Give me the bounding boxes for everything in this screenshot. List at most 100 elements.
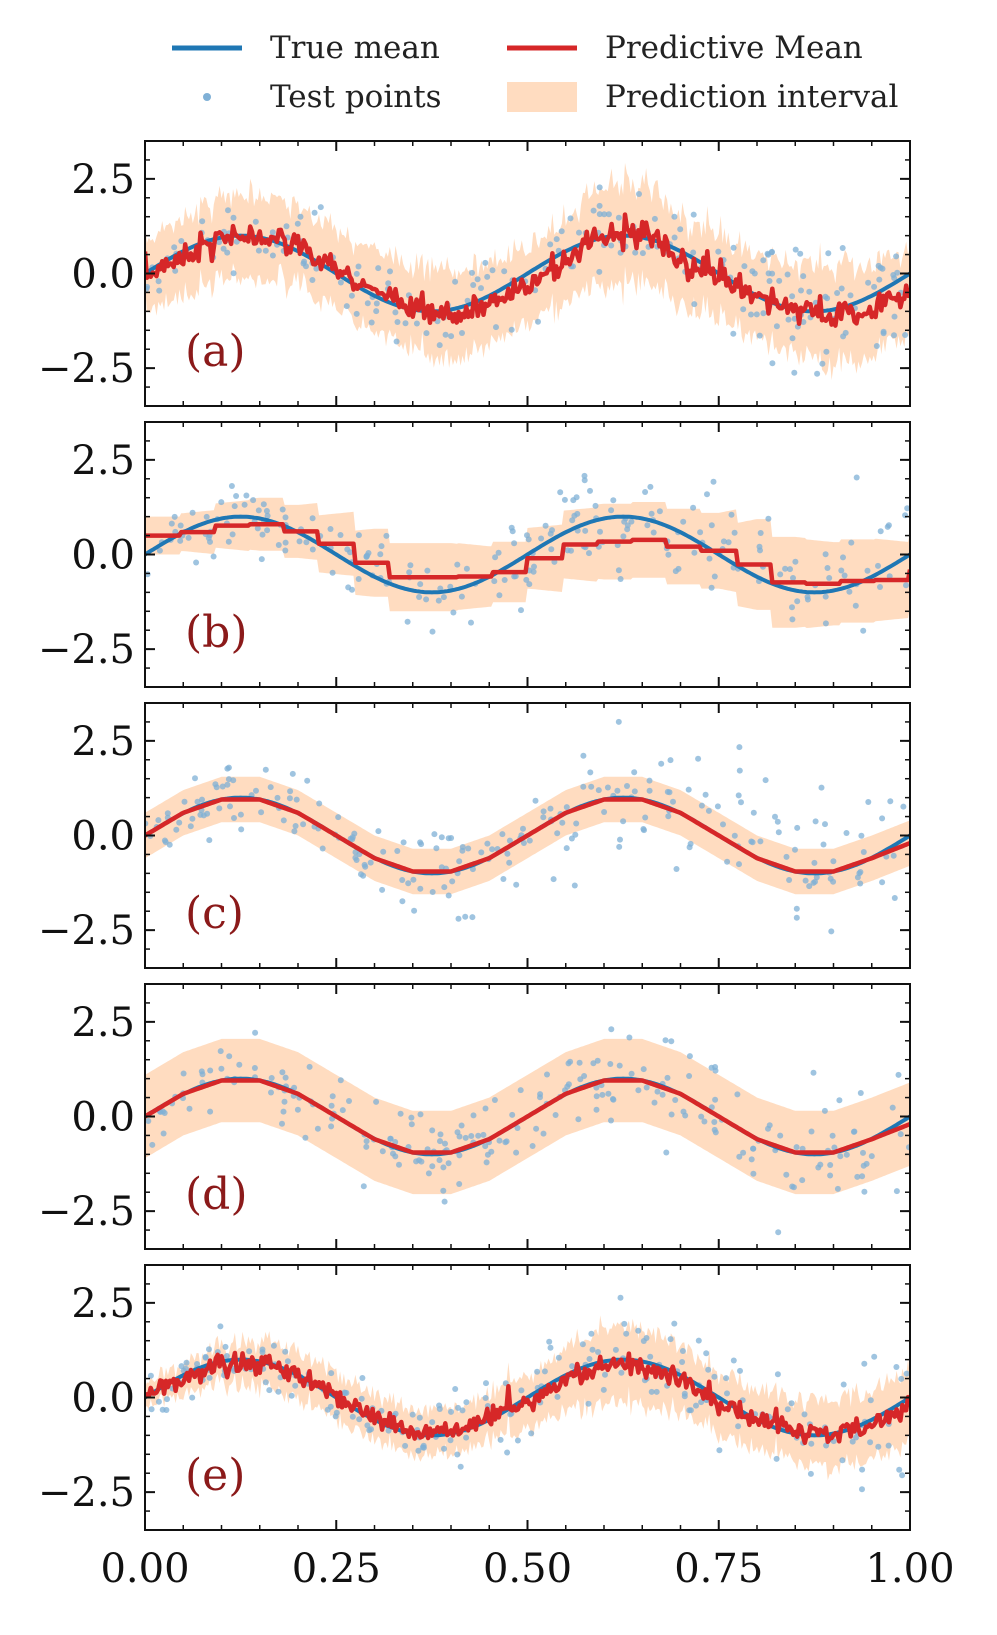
test-point	[484, 1151, 491, 1158]
test-point	[853, 474, 860, 481]
test-point	[766, 1122, 773, 1129]
test-point	[193, 559, 200, 566]
test-point	[896, 1466, 903, 1473]
test-point	[830, 858, 837, 865]
test-point	[415, 1447, 422, 1454]
test-point	[604, 784, 611, 791]
test-point	[397, 1110, 404, 1117]
test-point	[620, 533, 627, 540]
test-point	[899, 1472, 906, 1479]
test-point	[587, 769, 594, 776]
test-point	[251, 1065, 258, 1071]
test-point	[493, 324, 499, 331]
test-point	[178, 238, 185, 244]
test-point	[230, 270, 237, 277]
test-point	[348, 292, 355, 299]
test-point	[258, 809, 265, 816]
legend-predictive-mean-label: Predictive Mean	[605, 30, 863, 66]
legend-true-mean-label: True mean	[270, 30, 440, 66]
test-point	[710, 478, 717, 485]
test-point	[647, 483, 654, 490]
test-point	[812, 878, 818, 885]
test-point	[517, 1087, 524, 1094]
test-point	[640, 826, 647, 832]
panel-d: 2.5 0.0 −2.5 (d)	[38, 983, 911, 1250]
test-point	[783, 853, 790, 860]
test-point	[288, 1392, 295, 1399]
test-point	[255, 247, 262, 254]
test-point	[800, 273, 807, 280]
test-point	[567, 215, 574, 222]
test-point	[156, 287, 163, 294]
test-point	[784, 1406, 791, 1413]
test-point	[450, 609, 457, 616]
test-point	[636, 191, 642, 197]
test-point	[765, 270, 772, 277]
test-point	[903, 1370, 910, 1377]
test-point	[792, 846, 798, 853]
test-point	[309, 277, 316, 283]
test-point	[263, 508, 270, 514]
test-point	[702, 791, 709, 798]
test-point	[711, 573, 718, 580]
test-point	[847, 292, 854, 299]
test-point	[885, 522, 892, 529]
test-point	[601, 809, 608, 815]
test-point	[514, 1125, 521, 1131]
test-point	[698, 1113, 705, 1120]
test-point	[399, 877, 406, 883]
test-point	[750, 1170, 757, 1177]
test-point	[217, 1048, 224, 1055]
test-point	[363, 1138, 370, 1145]
test-point	[352, 849, 359, 856]
test-point	[206, 837, 213, 844]
test-point	[279, 1120, 285, 1127]
test-point	[549, 527, 555, 534]
test-point	[437, 1138, 443, 1145]
test-point	[596, 211, 603, 218]
test-point	[303, 539, 310, 546]
test-point	[594, 1057, 601, 1064]
test-point	[329, 1093, 336, 1100]
test-point	[643, 1084, 650, 1091]
test-point	[511, 540, 518, 547]
test-point	[621, 518, 628, 525]
test-point	[691, 549, 698, 556]
test-point	[449, 878, 456, 885]
test-point	[687, 840, 694, 847]
legend-prediction-interval-swatch	[507, 82, 577, 112]
test-point	[445, 892, 452, 899]
test-point	[373, 308, 380, 315]
test-point	[903, 582, 909, 589]
test-point	[857, 1090, 864, 1096]
test-point	[402, 1442, 409, 1449]
test-point	[260, 501, 267, 508]
test-point	[585, 1400, 592, 1407]
test-point	[650, 529, 657, 536]
test-point	[216, 805, 223, 812]
test-point	[757, 838, 764, 845]
test-point	[145, 283, 151, 290]
test-point	[647, 1353, 654, 1360]
test-point	[616, 1062, 623, 1069]
test-point	[496, 592, 503, 599]
test-point	[858, 832, 865, 839]
test-point	[304, 777, 311, 784]
test-point	[698, 802, 705, 809]
test-point	[617, 1294, 624, 1301]
test-point	[532, 797, 539, 804]
test-point	[279, 506, 286, 513]
test-point	[711, 1119, 718, 1125]
test-point	[624, 783, 630, 789]
test-point	[294, 1106, 301, 1113]
test-point	[559, 819, 566, 826]
test-point	[608, 1026, 615, 1033]
test-point	[756, 543, 763, 550]
plot-area	[145, 1026, 910, 1236]
test-point	[685, 786, 692, 793]
test-point	[385, 280, 392, 287]
test-point	[663, 1149, 670, 1156]
test-point	[790, 575, 796, 581]
test-point	[228, 483, 235, 489]
test-point	[642, 814, 649, 821]
